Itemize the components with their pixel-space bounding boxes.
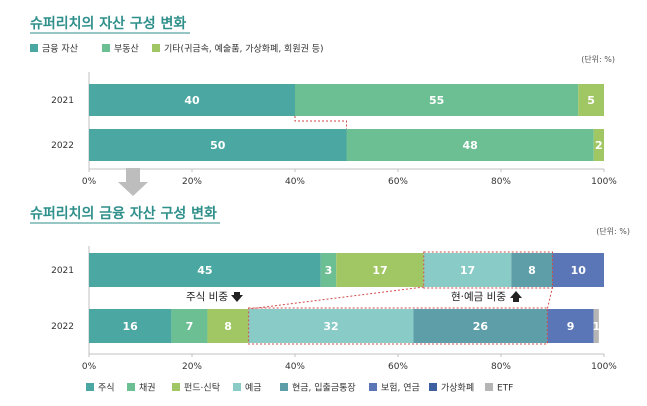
chart1-title: 슈퍼리치의 자산 구성 변화 [30,15,186,32]
chart1-bar-segment [295,84,579,116]
chart2-legend-swatch [233,383,241,391]
chart2-title: 슈퍼리치의 금융 자산 구성 변화 [30,205,217,222]
chart2-bar-segment [320,253,337,287]
chart2-bar-segment [423,253,512,287]
chart2-data-label: 17 [460,264,475,277]
chart1-bar-segment [346,129,594,161]
chart2-bar-segment [89,309,172,343]
chart1-legend-swatch [30,44,38,52]
chart2-legend-label: 채권 [139,382,156,394]
chart2-bar-segment [336,253,424,287]
chart2-bar-segment [248,309,414,343]
chart2-data-label: 45 [197,264,212,277]
chart2-legend-swatch [127,383,135,391]
chart2-bar-segment [511,253,553,287]
chart2-data-label: 8 [528,264,536,277]
chart2-bar-segment [413,309,548,343]
chart2-data-label: 3 [325,264,333,277]
chart2-legend-label: 가상화폐 [441,382,474,394]
chart1-x-tick-label: 80% [491,177,511,187]
chart2-data-label: 1 [592,320,600,333]
chart1-data-label: 55 [429,94,444,107]
chart1-x-tick-label: 60% [388,177,408,187]
chart2-bar-segment [552,253,604,287]
chart1-data-label: 40 [184,94,200,107]
chart1-bar-segment [89,129,347,161]
chart2-legend-swatch [280,383,288,391]
chart1-data-label: 2 [595,139,603,152]
chart2-legend-label: ETF [497,384,513,394]
chart2-bar-segment [547,309,594,343]
up-arrow-icon [510,291,522,302]
chart2-legend-swatch [86,383,94,391]
chart1-change-connector [294,116,347,129]
chart1-data-label: 50 [210,139,226,152]
chart2-category-label: 2021 [51,266,74,276]
chart2-bar-segment [593,309,599,343]
chart2-change-connector [248,286,424,310]
chart2-legend-swatch [172,383,180,391]
chart1-unit: (단위: %) [581,54,615,64]
chart1-legend-label: 기타(귀금속, 예술품, 가상화폐, 회원권 등) [164,43,324,55]
chart2-highlight-box [423,251,553,289]
chart1-data-label: 48 [462,139,477,152]
chart2-data-label: 26 [473,320,489,333]
chart1-data-label: 5 [587,94,595,107]
chart1-legend-swatch [102,44,110,52]
chart1-bar-segment [89,84,295,116]
chart2-legend-label: 주식 [98,383,115,394]
chart2-legend-label: 펀드·신탁 [184,382,220,394]
chart2-x-tick-label: 60% [388,362,408,372]
chart2-x-tick-label: 20% [182,362,202,372]
chart1-bar-segment [593,129,604,161]
chart1-x-tick-label: 100% [591,177,617,187]
down-arrow-icon [231,292,243,302]
chart2-legend-swatch [369,383,377,391]
chart1-x-tick-label: 20% [182,177,202,187]
chart1-legend-label: 금융 자산 [42,44,78,55]
chart2-bar-segment [89,253,321,287]
chart2-data-label: 7 [186,320,194,333]
chart2-data-label: 32 [323,320,338,333]
transition-arrow-icon [118,168,148,196]
chart1-legend-label: 부동산 [114,44,139,55]
chart2-x-tick-label: 100% [591,362,617,372]
chart2-legend-label: 예금 [245,383,262,394]
chart2-legend-swatch [429,383,437,391]
chart2-data-label: 10 [571,264,587,277]
chart2-legend-label: 보험, 연금 [381,383,420,394]
chart1-x-tick-label: 0% [82,177,97,187]
chart1-bar-segment [578,84,604,116]
chart2-data-label: 8 [224,320,232,333]
chart2-x-tick-label: 0% [82,362,97,372]
chart1-x-tick-label: 40% [285,177,305,187]
chart2-legend-swatch [485,383,493,391]
chart2-data-label: 17 [372,264,387,277]
chart2-change-connector [546,286,553,310]
chart2-x-tick-label: 40% [285,362,305,372]
chart2-data-label: 16 [123,320,139,333]
annotation-stock-share: 주식 비중 [186,291,228,303]
chart2-bar-segment [171,309,208,343]
chart2-bar-segment [207,309,249,343]
chart2-highlight-box [248,307,548,345]
chart2-legend-label: 현금, 입출금통장 [292,382,356,394]
chart1-category-label: 2021 [51,96,74,106]
chart1-legend-swatch [152,44,160,52]
chart2-unit: (단위: %) [596,226,630,236]
annotation-cash-deposit-share: 현·예금 비중 [451,290,506,303]
chart2-data-label: 9 [567,320,575,333]
chart2-category-label: 2022 [51,322,74,332]
chart2-x-tick-label: 80% [491,362,511,372]
chart1-category-label: 2022 [51,141,74,151]
